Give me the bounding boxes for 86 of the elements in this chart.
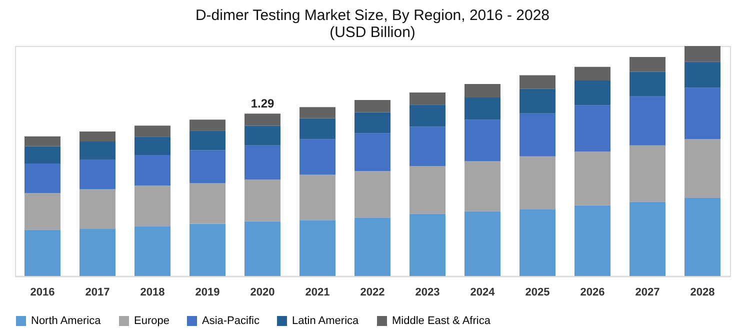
bar [244,114,280,126]
x-tick-label: 2024 [470,286,496,298]
bar [134,155,170,186]
bar [190,183,226,224]
x-tick-label: 2016 [30,286,55,298]
bar [80,189,116,229]
bar [24,146,60,164]
bar [410,104,446,127]
bar [354,133,390,172]
x-tick-label: 2019 [195,286,220,298]
x-tick-label: 2021 [305,286,330,298]
legend-label: Latin America [292,315,360,327]
bar [574,152,610,206]
bar [24,230,60,276]
bar [354,100,390,112]
bar [630,202,666,276]
bar [190,150,226,184]
bar [244,145,280,180]
bar [410,214,446,276]
bar [300,220,336,276]
bar [134,126,170,137]
bar [300,107,336,118]
bar [24,136,60,146]
bar [190,224,226,276]
bar [244,180,280,222]
bar [410,126,446,166]
bar [80,132,116,142]
legend-label: Middle East & Africa [392,315,492,327]
bar [464,84,500,98]
bar [134,186,170,226]
x-tick-label: 2025 [525,286,550,298]
bar [134,226,170,276]
bar [574,80,610,106]
bar [80,160,116,190]
bar [354,171,390,218]
bar [24,164,60,193]
bar [464,120,500,162]
bar [464,211,500,276]
bar [630,96,666,146]
bar [24,192,60,230]
bar [520,75,556,89]
bar [684,88,720,140]
bar [684,139,720,198]
x-tick-label: 2018 [140,286,165,298]
bar [190,130,226,150]
legend-label: Asia-Pacific [202,315,260,327]
x-tick-label: 2028 [690,286,715,298]
x-tick-label: 2026 [580,286,605,298]
bar [630,72,666,96]
bar [300,118,336,140]
bar [354,218,390,276]
bar [574,205,610,276]
bar [520,113,556,156]
bar [630,57,666,72]
x-tick-label: 2027 [635,286,660,298]
bar [80,141,116,160]
x-tick-label: 2022 [360,286,385,298]
bar [520,156,556,210]
legend-label: North America [31,315,102,327]
text: (USD Billion) [330,24,416,41]
bar [464,161,500,212]
bar [134,136,170,156]
bar [300,174,336,220]
x-tick-label: 2017 [85,286,110,298]
annotation: 1.29 [250,96,274,111]
bar [684,62,720,88]
bar [300,139,336,175]
legend-label: Europe [134,315,170,327]
bar [520,209,556,276]
bar [410,166,446,214]
bar [574,66,610,80]
bar [684,198,720,276]
bar [244,221,280,276]
bar [80,228,116,276]
bar [244,126,280,146]
bar [574,105,610,152]
bar [684,46,720,62]
bar [464,98,500,120]
text: D-dimer Testing Market Size, By Region, 2016 - 2028 [195,7,550,24]
bar [410,92,446,105]
x-tick-label: 2023 [415,286,440,298]
bar [354,112,390,134]
bar [190,120,226,131]
bar [630,145,666,202]
bar [520,88,556,114]
x-tick-label: 2020 [250,286,275,298]
